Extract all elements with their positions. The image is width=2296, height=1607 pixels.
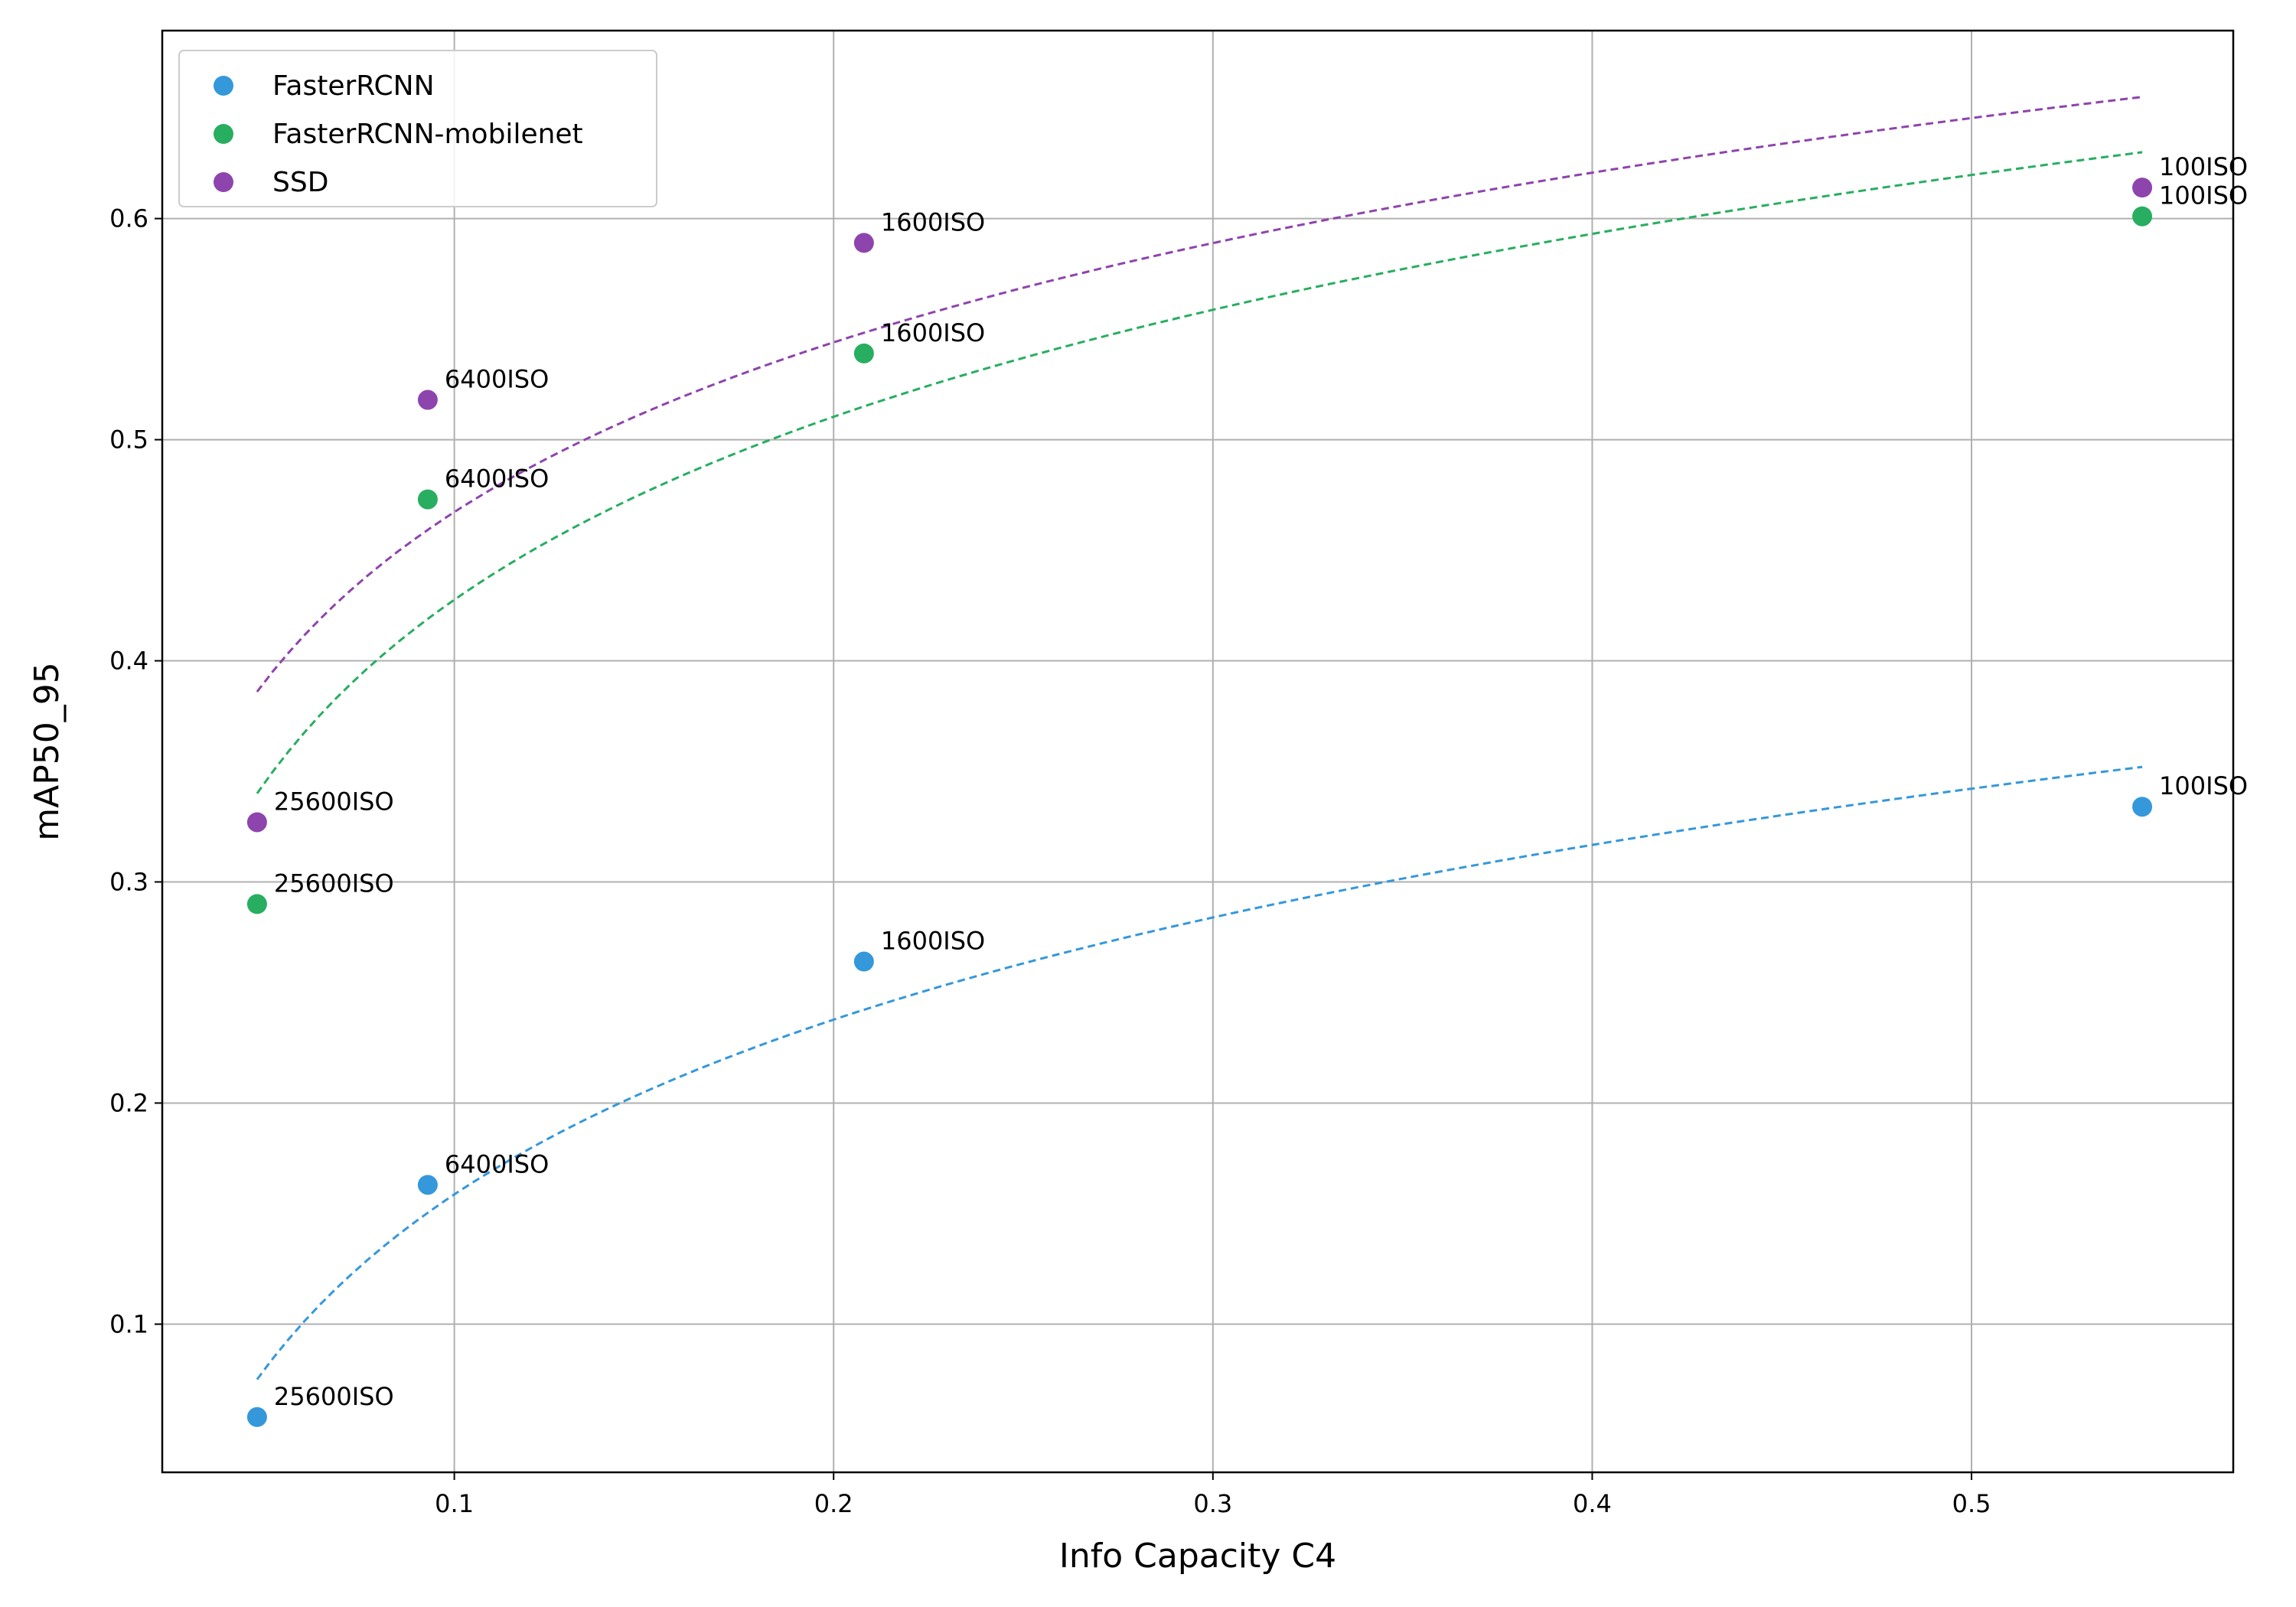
y-tick-label: 0.4 [109, 647, 148, 676]
point-label: 100ISO [2159, 181, 2248, 210]
data-point [853, 343, 874, 363]
y-tick-label: 0.2 [109, 1088, 148, 1117]
point-label: 1600ISO [881, 927, 985, 956]
data-point [417, 1175, 438, 1195]
point-label: 25600ISO [274, 869, 394, 898]
x-tick-label: 0.1 [435, 1489, 474, 1518]
grid-lines [162, 31, 2233, 1472]
data-point [417, 489, 438, 510]
trend-lines [256, 96, 2143, 1380]
trend-line-series-0 [256, 765, 2143, 1380]
x-tick-label: 0.5 [1952, 1489, 1991, 1518]
x-tick-label: 0.2 [814, 1489, 853, 1518]
data-point [2132, 178, 2153, 198]
point-label: 100ISO [2159, 771, 2248, 800]
point-label: 25600ISO [274, 787, 394, 816]
legend-marker [214, 172, 233, 192]
legend-box [178, 50, 657, 207]
point-label: 25600ISO [274, 1382, 394, 1411]
point-label: 6400ISO [445, 1149, 549, 1178]
legend-label: SSD [272, 167, 328, 198]
data-point [246, 1407, 267, 1427]
data-point [853, 233, 874, 253]
legend-label: FasterRCNN-mobilenet [272, 119, 583, 150]
x-axis-title: Info Capacity C4 [1059, 1537, 1336, 1576]
point-label: 6400ISO [445, 464, 549, 494]
point-label: 1600ISO [881, 207, 985, 236]
trend-line-series-1 [256, 151, 2143, 794]
data-point [853, 951, 874, 972]
x-tick-label: 0.4 [1573, 1489, 1612, 1518]
x-tick-label: 0.3 [1193, 1489, 1232, 1518]
legend-label: FasterRCNN [272, 70, 435, 102]
point-label: 1600ISO [881, 318, 985, 347]
data-point [2132, 797, 2153, 817]
y-axis-title: mAP50_95 [28, 662, 67, 840]
legend-marker [214, 124, 233, 144]
y-tick-label: 0.5 [109, 425, 148, 455]
y-tick-label: 0.1 [109, 1309, 148, 1338]
plot-frame [161, 29, 2235, 1474]
y-tick-label: 0.6 [109, 204, 148, 233]
legend: FasterRCNN FasterRCNN-mobilenet SSD [178, 50, 657, 207]
point-label: 100ISO [2159, 152, 2248, 181]
point-label: 6400ISO [445, 365, 549, 394]
data-points [246, 178, 2153, 1427]
data-point [246, 894, 267, 914]
data-point [2132, 206, 2153, 227]
axis-ticks: 0.1 0.2 0.3 0.4 0.5 0.1 0.2 0.3 0.4 0.5 0.6 [109, 204, 1991, 1518]
data-point [246, 812, 267, 833]
y-tick-label: 0.3 [109, 867, 148, 896]
legend-marker [214, 76, 233, 96]
data-point [417, 390, 438, 410]
